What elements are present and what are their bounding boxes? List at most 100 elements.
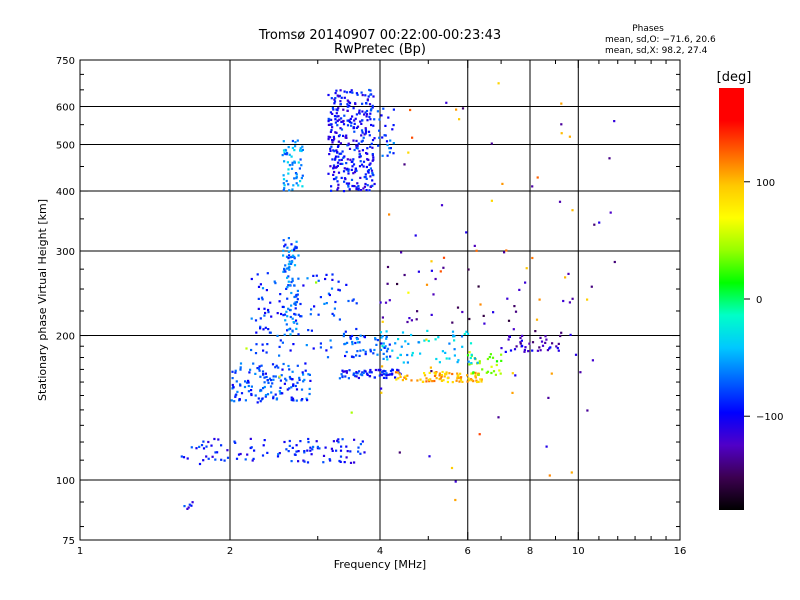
data-point xyxy=(372,156,375,159)
data-point xyxy=(350,411,353,414)
data-point xyxy=(330,287,334,290)
data-point xyxy=(388,299,391,302)
data-point xyxy=(324,277,327,281)
data-point xyxy=(451,330,455,333)
data-point xyxy=(410,379,413,382)
phases-box: Phases mean, sd,O: −71.6, 20.6 mean, sd,… xyxy=(605,24,716,56)
data-point xyxy=(369,118,372,121)
data-point xyxy=(297,254,300,257)
data-point xyxy=(353,461,356,464)
data-point xyxy=(290,304,293,307)
data-point xyxy=(279,386,282,389)
data-point xyxy=(398,373,402,376)
data-point xyxy=(283,160,286,163)
data-point xyxy=(411,136,414,139)
data-point xyxy=(356,144,359,147)
data-point xyxy=(236,390,239,393)
data-point xyxy=(336,150,339,154)
data-point xyxy=(295,388,299,391)
chart-title: Tromsø 20140907 00:22:00-00:23:43 xyxy=(258,28,501,43)
data-point xyxy=(357,142,360,145)
data-point xyxy=(291,446,294,449)
grid xyxy=(80,60,680,540)
data-point xyxy=(307,441,310,444)
data-point xyxy=(331,449,334,452)
data-point xyxy=(288,444,291,447)
data-point xyxy=(571,209,574,212)
data-point xyxy=(366,170,370,173)
data-point xyxy=(285,379,288,382)
data-point xyxy=(331,126,334,129)
data-point xyxy=(364,128,367,131)
data-point xyxy=(300,164,303,167)
data-point xyxy=(356,372,359,375)
data-point xyxy=(389,355,392,358)
data-point xyxy=(442,379,445,382)
data-point xyxy=(308,373,311,376)
data-point xyxy=(295,177,298,180)
data-point xyxy=(259,283,262,286)
data-point xyxy=(347,182,351,185)
colorbar-tick-label: 0 xyxy=(756,295,762,306)
data-point xyxy=(379,331,383,334)
cluster-upper-streak xyxy=(379,329,479,365)
data-point xyxy=(473,357,477,360)
data-point xyxy=(362,160,366,163)
data-point xyxy=(357,185,360,188)
data-point xyxy=(370,371,373,374)
data-point xyxy=(349,461,353,464)
data-point xyxy=(468,379,471,382)
data-point xyxy=(356,93,359,96)
data-point xyxy=(300,315,303,318)
data-point xyxy=(463,332,466,336)
data-point xyxy=(310,453,313,456)
data-point xyxy=(349,450,352,453)
data-point xyxy=(301,174,304,177)
data-point xyxy=(359,452,362,455)
data-point xyxy=(290,281,293,284)
data-point xyxy=(442,266,445,269)
data-point xyxy=(480,380,483,383)
data-point xyxy=(370,142,373,145)
data-point xyxy=(346,103,349,106)
data-point xyxy=(391,349,394,352)
data-point xyxy=(259,327,262,330)
data-point xyxy=(547,396,550,399)
data-point xyxy=(263,381,266,384)
data-point xyxy=(423,372,426,375)
data-point xyxy=(288,375,291,379)
data-point xyxy=(368,134,371,137)
data-point xyxy=(232,386,235,389)
data-point xyxy=(376,353,379,356)
data-point xyxy=(282,140,285,143)
data-point xyxy=(304,369,307,372)
data-point xyxy=(274,375,277,378)
chart-subtitle: RwPretec (Bp) xyxy=(334,42,426,57)
data-point xyxy=(369,162,372,165)
data-point xyxy=(448,372,451,375)
data-point xyxy=(377,369,380,372)
data-point xyxy=(333,115,337,118)
data-point xyxy=(527,350,530,353)
data-point xyxy=(346,144,349,147)
data-point xyxy=(261,343,264,346)
data-point xyxy=(328,153,331,156)
data-point xyxy=(567,272,570,275)
data-point xyxy=(244,458,247,461)
data-point xyxy=(291,163,294,166)
data-point xyxy=(434,338,437,341)
data-point xyxy=(283,267,286,270)
data-point xyxy=(380,391,383,394)
data-point xyxy=(296,381,299,384)
data-point xyxy=(400,251,403,254)
data-point xyxy=(355,327,358,331)
data-point xyxy=(461,380,464,383)
data-point xyxy=(315,281,318,284)
data-point xyxy=(294,319,298,322)
data-point xyxy=(345,182,348,185)
data-point xyxy=(479,378,482,381)
data-point xyxy=(337,171,341,174)
data-point xyxy=(461,345,464,348)
data-point xyxy=(262,328,265,331)
data-point xyxy=(369,350,372,353)
